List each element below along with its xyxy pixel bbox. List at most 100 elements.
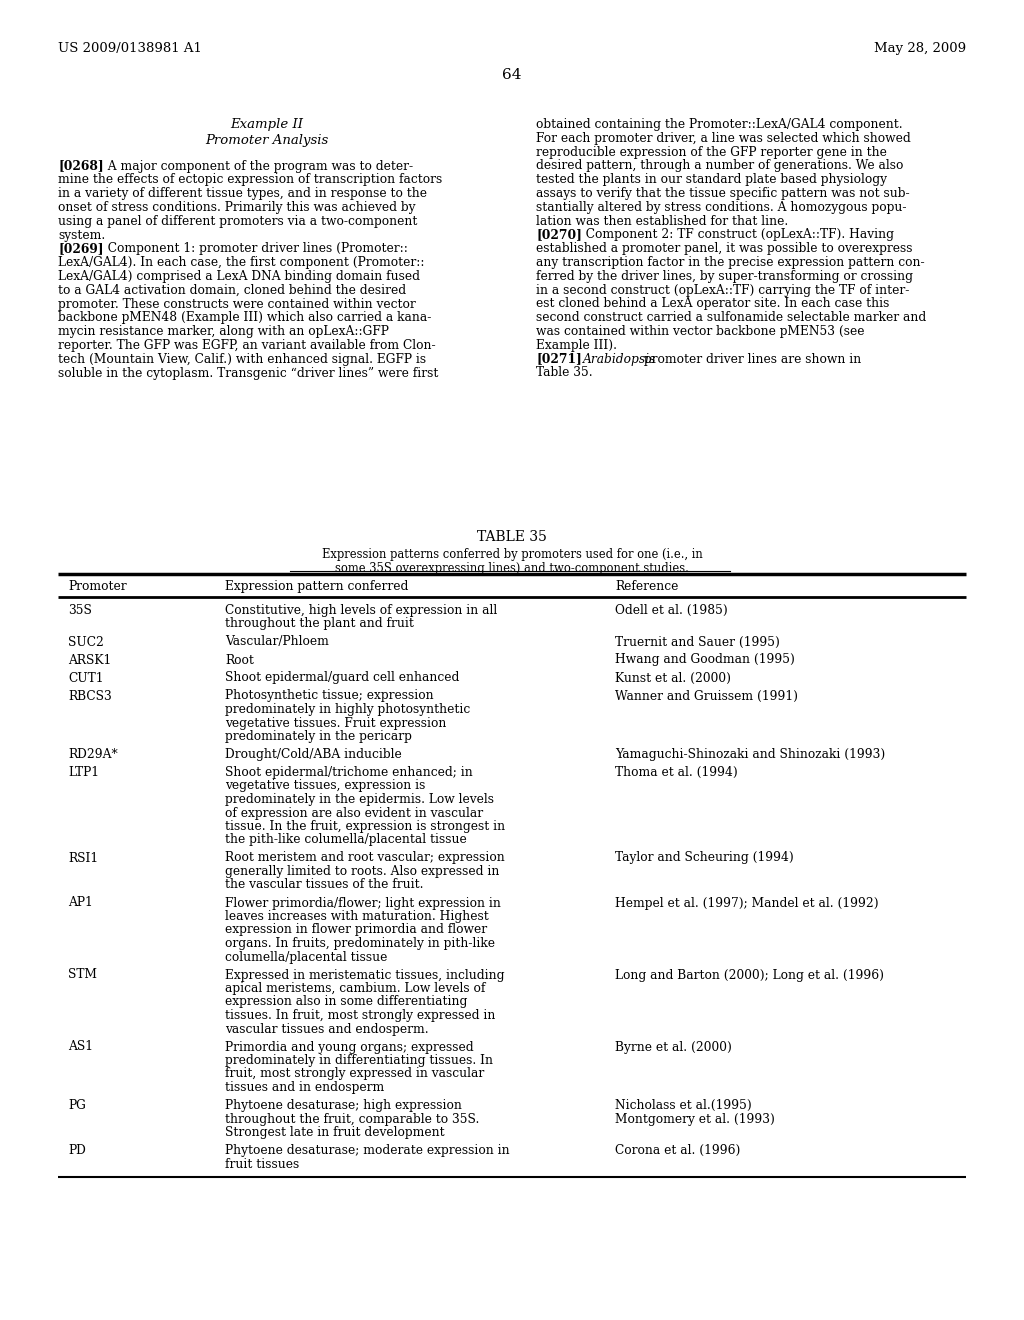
Text: Corona et al. (1996): Corona et al. (1996)	[615, 1144, 740, 1158]
Text: [0269]: [0269]	[58, 243, 103, 255]
Text: LTP1: LTP1	[68, 766, 99, 779]
Text: AS1: AS1	[68, 1040, 93, 1053]
Text: RD29A*: RD29A*	[68, 748, 118, 762]
Text: tissues. In fruit, most strongly expressed in: tissues. In fruit, most strongly express…	[225, 1008, 496, 1022]
Text: Shoot epidermal/guard cell enhanced: Shoot epidermal/guard cell enhanced	[225, 672, 460, 685]
Text: 64: 64	[502, 69, 522, 82]
Text: Photosynthetic tissue; expression: Photosynthetic tissue; expression	[225, 689, 433, 702]
Text: Primordia and young organs; expressed: Primordia and young organs; expressed	[225, 1040, 474, 1053]
Text: Drought/Cold/ABA inducible: Drought/Cold/ABA inducible	[225, 748, 401, 762]
Text: predominately in the epidermis. Low levels: predominately in the epidermis. Low leve…	[225, 793, 494, 807]
Text: onset of stress conditions. Primarily this was achieved by: onset of stress conditions. Primarily th…	[58, 201, 416, 214]
Text: Phytoene desaturase; moderate expression in: Phytoene desaturase; moderate expression…	[225, 1144, 510, 1158]
Text: Shoot epidermal/trichome enhanced; in: Shoot epidermal/trichome enhanced; in	[225, 766, 473, 779]
Text: Promoter: Promoter	[68, 579, 127, 593]
Text: Root: Root	[225, 653, 254, 667]
Text: Truernit and Sauer (1995): Truernit and Sauer (1995)	[615, 635, 780, 648]
Text: Expression pattern conferred: Expression pattern conferred	[225, 579, 409, 593]
Text: reporter. The GFP was EGFP, an variant available from Clon-: reporter. The GFP was EGFP, an variant a…	[58, 339, 435, 352]
Text: [0271]: [0271]	[536, 352, 582, 366]
Text: Table 35.: Table 35.	[536, 367, 593, 379]
Text: the pith-like columella/placental tissue: the pith-like columella/placental tissue	[225, 833, 467, 846]
Text: leaves increases with maturation. Highest: leaves increases with maturation. Highes…	[225, 909, 488, 923]
Text: mine the effects of ectopic expression of transcription factors: mine the effects of ectopic expression o…	[58, 173, 442, 186]
Text: columella/placental tissue: columella/placental tissue	[225, 950, 387, 964]
Text: vascular tissues and endosperm.: vascular tissues and endosperm.	[225, 1023, 429, 1035]
Text: tech (Mountain View, Calif.) with enhanced signal. EGFP is: tech (Mountain View, Calif.) with enhanc…	[58, 352, 426, 366]
Text: soluble in the cytoplasm. Transgenic “driver lines” were first: soluble in the cytoplasm. Transgenic “dr…	[58, 367, 438, 380]
Text: Vascular/Phloem: Vascular/Phloem	[225, 635, 329, 648]
Text: RSI1: RSI1	[68, 851, 98, 865]
Text: was contained within vector backbone pMEN53 (see: was contained within vector backbone pME…	[536, 325, 864, 338]
Text: Component 1: promoter driver lines (Promoter::: Component 1: promoter driver lines (Prom…	[100, 243, 408, 255]
Text: Expression patterns conferred by promoters used for one (i.e., in: Expression patterns conferred by promote…	[322, 548, 702, 561]
Text: Taylor and Scheuring (1994): Taylor and Scheuring (1994)	[615, 851, 794, 865]
Text: Flower primordia/flower; light expression in: Flower primordia/flower; light expressio…	[225, 896, 501, 909]
Text: throughout the plant and fruit: throughout the plant and fruit	[225, 618, 414, 631]
Text: Constitutive, high levels of expression in all: Constitutive, high levels of expression …	[225, 605, 498, 616]
Text: Nicholass et al.(1995): Nicholass et al.(1995)	[615, 1100, 752, 1111]
Text: assays to verify that the tissue specific pattern was not sub-: assays to verify that the tissue specifi…	[536, 187, 909, 201]
Text: Thoma et al. (1994): Thoma et al. (1994)	[615, 766, 737, 779]
Text: using a panel of different promoters via a two-component: using a panel of different promoters via…	[58, 215, 418, 228]
Text: Odell et al. (1985): Odell et al. (1985)	[615, 605, 728, 616]
Text: Strongest late in fruit development: Strongest late in fruit development	[225, 1126, 444, 1139]
Text: est cloned behind a LexA operator site. In each case this: est cloned behind a LexA operator site. …	[536, 297, 890, 310]
Text: the vascular tissues of the fruit.: the vascular tissues of the fruit.	[225, 879, 424, 891]
Text: expression also in some differentiating: expression also in some differentiating	[225, 995, 467, 1008]
Text: promoter. These constructs were contained within vector: promoter. These constructs were containe…	[58, 297, 416, 310]
Text: PD: PD	[68, 1144, 86, 1158]
Text: any transcription factor in the precise expression pattern con-: any transcription factor in the precise …	[536, 256, 925, 269]
Text: US 2009/0138981 A1: US 2009/0138981 A1	[58, 42, 202, 55]
Text: Arabidopsis: Arabidopsis	[583, 352, 656, 366]
Text: Reference: Reference	[615, 579, 678, 593]
Text: mycin resistance marker, along with an opLexA::GFP: mycin resistance marker, along with an o…	[58, 325, 389, 338]
Text: promoter driver lines are shown in: promoter driver lines are shown in	[640, 352, 861, 366]
Text: backbone pMEN48 (Example III) which also carried a kana-: backbone pMEN48 (Example III) which also…	[58, 312, 431, 325]
Text: [0268]: [0268]	[58, 160, 103, 173]
Text: STM: STM	[68, 969, 97, 982]
Text: obtained containing the Promoter::LexA/GAL4 component.: obtained containing the Promoter::LexA/G…	[536, 117, 902, 131]
Text: Phytoene desaturase; high expression: Phytoene desaturase; high expression	[225, 1100, 462, 1111]
Text: expression in flower primordia and flower: expression in flower primordia and flowe…	[225, 924, 487, 936]
Text: some 35S overexpressing lines) and two-component studies.: some 35S overexpressing lines) and two-c…	[335, 562, 689, 574]
Text: reproducible expression of the GFP reporter gene in the: reproducible expression of the GFP repor…	[536, 145, 887, 158]
Text: Hempel et al. (1997); Mandel et al. (1992): Hempel et al. (1997); Mandel et al. (199…	[615, 896, 879, 909]
Text: 35S: 35S	[68, 605, 92, 616]
Text: Expressed in meristematic tissues, including: Expressed in meristematic tissues, inclu…	[225, 969, 505, 982]
Text: predominately in highly photosynthetic: predominately in highly photosynthetic	[225, 704, 470, 715]
Text: Example III).: Example III).	[536, 339, 617, 352]
Text: SUC2: SUC2	[68, 635, 103, 648]
Text: RBCS3: RBCS3	[68, 689, 112, 702]
Text: second construct carried a sulfonamide selectable marker and: second construct carried a sulfonamide s…	[536, 312, 927, 325]
Text: CUT1: CUT1	[68, 672, 103, 685]
Text: TABLE 35: TABLE 35	[477, 531, 547, 544]
Text: For each promoter driver, a line was selected which showed: For each promoter driver, a line was sel…	[536, 132, 910, 145]
Text: generally limited to roots. Also expressed in: generally limited to roots. Also express…	[225, 865, 500, 878]
Text: established a promoter panel, it was possible to overexpress: established a promoter panel, it was pos…	[536, 242, 912, 255]
Text: desired pattern, through a number of generations. We also: desired pattern, through a number of gen…	[536, 160, 903, 173]
Text: ARSK1: ARSK1	[68, 653, 112, 667]
Text: lation was then established for that line.: lation was then established for that lin…	[536, 215, 788, 227]
Text: apical meristems, cambium. Low levels of: apical meristems, cambium. Low levels of	[225, 982, 485, 995]
Text: predominately in the pericarp: predominately in the pericarp	[225, 730, 412, 743]
Text: fruit tissues: fruit tissues	[225, 1158, 299, 1171]
Text: vegetative tissues, expression is: vegetative tissues, expression is	[225, 780, 425, 792]
Text: Example II: Example II	[230, 117, 303, 131]
Text: Montgomery et al. (1993): Montgomery et al. (1993)	[615, 1113, 775, 1126]
Text: [0270]: [0270]	[536, 228, 582, 242]
Text: Component 2: TF construct (opLexA::TF). Having: Component 2: TF construct (opLexA::TF). …	[578, 228, 894, 242]
Text: in a variety of different tissue types, and in response to the: in a variety of different tissue types, …	[58, 187, 427, 201]
Text: tested the plants in our standard plate based physiology: tested the plants in our standard plate …	[536, 173, 887, 186]
Text: Yamaguchi-Shinozaki and Shinozaki (1993): Yamaguchi-Shinozaki and Shinozaki (1993)	[615, 748, 886, 762]
Text: in a second construct (opLexA::TF) carrying the TF of inter-: in a second construct (opLexA::TF) carry…	[536, 284, 909, 297]
Text: LexA/GAL4) comprised a LexA DNA binding domain fused: LexA/GAL4) comprised a LexA DNA binding …	[58, 271, 420, 282]
Text: organs. In fruits, predominately in pith-like: organs. In fruits, predominately in pith…	[225, 937, 495, 950]
Text: Byrne et al. (2000): Byrne et al. (2000)	[615, 1040, 732, 1053]
Text: Promoter Analysis: Promoter Analysis	[206, 133, 329, 147]
Text: Long and Barton (2000); Long et al. (1996): Long and Barton (2000); Long et al. (199…	[615, 969, 884, 982]
Text: vegetative tissues. Fruit expression: vegetative tissues. Fruit expression	[225, 717, 446, 730]
Text: ferred by the driver lines, by super-transforming or crossing: ferred by the driver lines, by super-tra…	[536, 269, 913, 282]
Text: system.: system.	[58, 228, 105, 242]
Text: throughout the fruit, comparable to 35S.: throughout the fruit, comparable to 35S.	[225, 1113, 479, 1126]
